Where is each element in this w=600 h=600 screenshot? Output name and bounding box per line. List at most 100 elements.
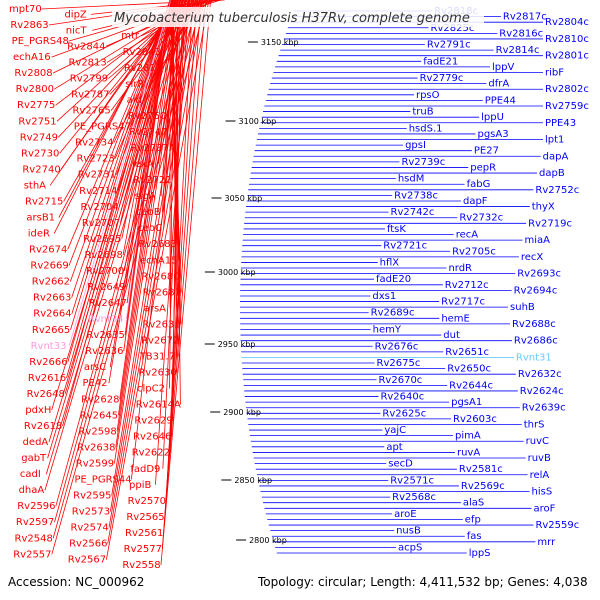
gene-label-rv2665: Rv2665 xyxy=(32,325,70,336)
gene-label-rv2742c: Rv2742c xyxy=(391,207,435,218)
gene-label-recx: recX xyxy=(521,252,544,263)
label-connector xyxy=(52,0,203,539)
gene-label-rv2632c: Rv2632c xyxy=(518,369,562,380)
gene-label-ruva: ruvA xyxy=(457,447,480,458)
gene-label-rv2599: Rv2599 xyxy=(76,458,114,469)
gene-label-rv2573: Rv2573 xyxy=(72,507,110,518)
gene-label-rv2801c: Rv2801c xyxy=(545,51,589,62)
gene-label-rv2804c: Rv2804c xyxy=(545,17,589,28)
gene-label-rv2689c: Rv2689c xyxy=(371,308,415,319)
gene-label-rvnt31: Rvnt31 xyxy=(516,352,552,363)
gene-label-rv2651c: Rv2651c xyxy=(445,347,489,358)
gene-label-rv2625c: Rv2625c xyxy=(382,408,426,419)
gene-label-rv2775: Rv2775 xyxy=(17,100,55,111)
label-connector xyxy=(163,0,202,533)
gene-label-suhb: suhB xyxy=(510,302,535,313)
kbp-tick-label: 3000 kbp xyxy=(218,268,256,277)
gene-label-rv2731: Rv2731 xyxy=(78,170,116,181)
gene-label-alas: alaS xyxy=(463,498,484,509)
gene-label-arsc: arsC xyxy=(84,362,106,373)
gene-label-rv2863: Rv2863 xyxy=(10,20,48,31)
label-connector xyxy=(48,0,182,443)
gene-label-thrs: thrS xyxy=(524,419,545,430)
label-connector xyxy=(109,0,196,512)
gene-label-pe_pgrs44: PE_PGRS44 xyxy=(74,474,131,485)
label-connector xyxy=(51,0,177,411)
gene-label-rv2717c: Rv2717c xyxy=(441,297,485,308)
gene-label-echa15: echA15 xyxy=(140,255,178,266)
gene-label-rv2812: Rv2812 xyxy=(124,63,162,74)
gene-label-rv2672: Rv2672 xyxy=(141,335,179,346)
gene-label-rv2639c: Rv2639c xyxy=(522,403,566,414)
gene-label-sirr: sirR xyxy=(125,79,144,90)
gene-label-rv2723: Rv2723 xyxy=(76,154,114,165)
gene-label-fade21: fadE21 xyxy=(423,56,458,67)
gene-label-rv2695: Rv2695 xyxy=(83,234,121,245)
label-connector xyxy=(51,0,208,555)
gene-label-echa16: echA16 xyxy=(13,52,51,63)
gene-label-cadi: cadI xyxy=(20,469,41,480)
gene-label-rv2670c: Rv2670c xyxy=(378,375,422,386)
gene-label-rv2581c: Rv2581c xyxy=(459,464,503,475)
gene-label-rv2739c: Rv2739c xyxy=(401,157,445,168)
gene-label-aroe: aroE xyxy=(394,509,416,520)
gene-label-efp: efp xyxy=(465,514,481,525)
label-connector xyxy=(155,0,190,485)
gene-label-rv2663: Rv2663 xyxy=(33,293,71,304)
gene-label-rv2616: Rv2616 xyxy=(28,373,66,384)
gene-label-rv2715: Rv2715 xyxy=(25,196,63,207)
gene-label-arof: aroF xyxy=(533,503,555,514)
gene-label-rv2565: Rv2565 xyxy=(126,512,164,523)
gene-label-rv2638: Rv2638 xyxy=(77,442,115,453)
label-connector xyxy=(45,0,188,475)
label-connector xyxy=(41,0,225,10)
gene-label-lppv: lppV xyxy=(492,62,514,73)
gene-label-rv2825c: Rv2825c xyxy=(431,23,475,34)
gene-label-rv2704: Rv2704 xyxy=(80,202,118,213)
gene-label-ceoc: ceoC xyxy=(137,223,162,234)
gene-label-clpc2: clpC2 xyxy=(137,384,165,395)
gene-label-rv2765: Rv2765 xyxy=(72,106,110,117)
gene-label-rv2814c: Rv2814c xyxy=(496,45,540,56)
kbp-tick-label: 2850 kbp xyxy=(234,476,272,485)
kbp-tick-label: 2800 kbp xyxy=(249,536,287,545)
gene-label-rv2844: Rv2844 xyxy=(67,41,105,52)
label-connector xyxy=(55,0,195,507)
gene-label-arsa: arsA xyxy=(144,303,166,314)
label-connector xyxy=(118,0,178,416)
gene-label-rv2714: Rv2714 xyxy=(79,186,117,197)
kbp-tick-label: 3150 kbp xyxy=(261,38,299,47)
gene-label-rv2664: Rv2664 xyxy=(33,309,71,320)
gene-label-rv2624c: Rv2624c xyxy=(520,386,564,397)
gene-label-rv2683: Rv2683 xyxy=(139,239,177,250)
gene-label-rv2749: Rv2749 xyxy=(20,132,58,143)
gene-label-rv2747: Rv2747 xyxy=(129,127,167,138)
gene-label-nusb: nusB xyxy=(396,526,421,537)
gene-label-ruvc: ruvC xyxy=(526,436,549,447)
gene-label-rv2559c: Rv2559c xyxy=(535,520,579,531)
gene-label-pe42: PE42 xyxy=(82,378,107,389)
gene-label-rv2732c: Rv2732c xyxy=(459,213,503,224)
label-connector xyxy=(44,0,191,491)
gene-label-fabg: fabG xyxy=(467,179,491,190)
gene-label-rv2598: Rv2598 xyxy=(78,426,116,437)
gene-label-rv2574: Rv2574 xyxy=(70,523,108,534)
gene-label-dapb: dapB xyxy=(539,168,565,179)
gene-label-rv2662: Rv2662 xyxy=(32,277,70,288)
gene-label-rv2680: Rv2680 xyxy=(141,271,179,282)
gene-label-rv2707: Rv2707 xyxy=(82,218,120,229)
gene-label-rv2816c: Rv2816c xyxy=(499,28,543,39)
gene-label-rv2808: Rv2808 xyxy=(14,68,52,79)
gene-label-acps: acpS xyxy=(398,542,422,553)
gene-label-ppe44: PPE44 xyxy=(485,95,516,106)
kbp-tick-label: 2950 kbp xyxy=(218,340,256,349)
gene-label-rv2759c: Rv2759c xyxy=(545,101,589,112)
gene-label-rv2568c: Rv2568c xyxy=(392,492,436,503)
gene-label-deda: dedA xyxy=(23,437,49,448)
gene-label-rv2614a: Rv2614A xyxy=(136,400,181,411)
label-connector xyxy=(107,0,205,544)
gene-label-rv2813: Rv2813 xyxy=(68,57,106,68)
gene-label-nict: nicT xyxy=(66,25,88,36)
gene-label-rv2650c: Rv2650c xyxy=(447,364,491,375)
gene-label-rv2648: Rv2648 xyxy=(27,389,65,400)
